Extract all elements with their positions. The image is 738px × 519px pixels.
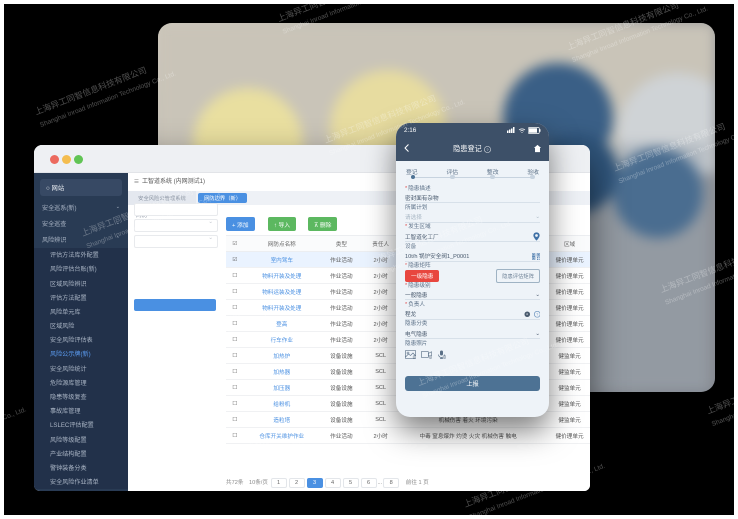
svg-text:?: ? bbox=[486, 148, 488, 152]
svg-text:?: ? bbox=[536, 313, 538, 317]
